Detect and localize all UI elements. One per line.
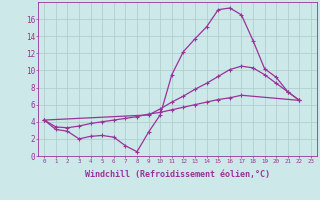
X-axis label: Windchill (Refroidissement éolien,°C): Windchill (Refroidissement éolien,°C)	[85, 170, 270, 179]
